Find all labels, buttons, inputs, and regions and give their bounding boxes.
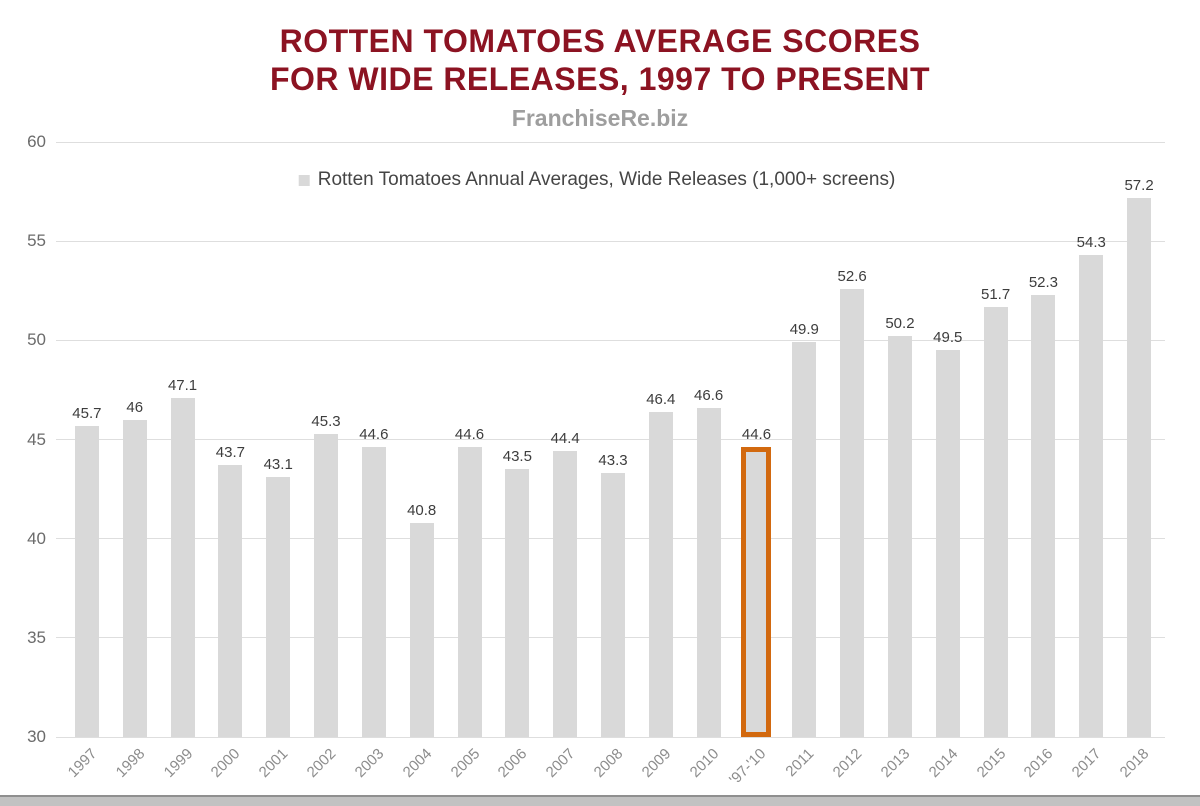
bar	[840, 288, 865, 737]
bar-value-label: 51.7	[980, 285, 1011, 303]
gridline	[56, 339, 1165, 341]
y-axis-tick-label: 40	[27, 528, 46, 548]
bar-value-label: 40.8	[407, 501, 437, 519]
bar-value-label: 46	[126, 398, 144, 416]
bar-value-label: 49.9	[789, 321, 819, 339]
bar-value-label: 54.3	[1076, 234, 1106, 252]
bar-value-label: 46.4	[646, 390, 676, 408]
bar-value-label: 45.7	[72, 404, 102, 422]
y-axis-tick-label: 45	[27, 429, 46, 449]
bar-value-label: 45.3	[311, 412, 341, 430]
legend-marker-swatch	[298, 174, 310, 186]
bar-value-label: 49.5	[933, 329, 963, 347]
bar-value-label: 44.6	[741, 426, 772, 444]
bar	[74, 425, 99, 737]
bar	[1031, 294, 1056, 737]
bar-value-label: 43.5	[502, 448, 532, 466]
y-axis-tick-label: 50	[27, 330, 46, 350]
bar-value-label: 47.1	[167, 376, 198, 394]
bar	[792, 342, 817, 737]
bottom-divider	[0, 795, 1200, 806]
bar	[505, 469, 530, 737]
bar	[648, 411, 673, 737]
y-axis-tick-label: 60	[27, 132, 46, 151]
bar	[409, 522, 434, 737]
bar	[170, 397, 195, 737]
bar-value-label: 43.7	[215, 444, 245, 462]
gridline	[56, 439, 1165, 440]
bar-value-label: 50.2	[885, 315, 915, 333]
bar	[1127, 197, 1152, 737]
gridline	[56, 240, 1165, 242]
source-attribution: FranchiseRe.biz	[511, 105, 689, 131]
bar-value-label: 43.1	[263, 456, 293, 474]
bar	[983, 306, 1008, 737]
gridline	[56, 141, 1165, 143]
gridline	[56, 736, 1165, 738]
bar	[553, 451, 578, 737]
title-line-2: FOR WIDE RELEASES, 1997 TO PRESENT	[269, 61, 931, 97]
y-axis-tick-label: 55	[27, 231, 46, 251]
highlighted-bar	[741, 447, 772, 737]
page-title: ROTTEN TOMATOES AVERAGE SCORES FOR WIDE …	[0, 22, 1200, 98]
legend-label: Rotten Tomatoes Annual Averages, Wide Re…	[317, 169, 896, 190]
bar-value-label: 44.6	[454, 426, 485, 444]
bar-value-label: 46.6	[694, 386, 724, 404]
bar-value-label: 43.3	[598, 452, 628, 470]
title-line-1: ROTTEN TOMATOES AVERAGE SCORES	[279, 23, 921, 59]
y-axis-tick-label: 30	[27, 727, 46, 746]
bar	[122, 419, 147, 737]
bar	[1079, 255, 1104, 737]
bar	[696, 407, 721, 737]
bar	[457, 447, 482, 737]
bar	[266, 477, 291, 737]
bar	[935, 350, 960, 737]
bar	[887, 336, 912, 737]
legend: Rotten Tomatoes Annual Averages, Wide Re…	[298, 169, 896, 191]
bar	[314, 433, 339, 737]
bar	[218, 465, 243, 737]
y-axis-tick-label: 35	[27, 627, 46, 647]
bar-value-label: 52.3	[1028, 273, 1059, 291]
bar-value-label: 52.6	[837, 267, 867, 285]
bar	[361, 447, 386, 737]
bar-value-label: 44.4	[550, 430, 580, 448]
bar-value-label: 44.6	[359, 426, 389, 444]
bar-value-label: 57.2	[1124, 176, 1154, 194]
bar	[601, 473, 625, 737]
